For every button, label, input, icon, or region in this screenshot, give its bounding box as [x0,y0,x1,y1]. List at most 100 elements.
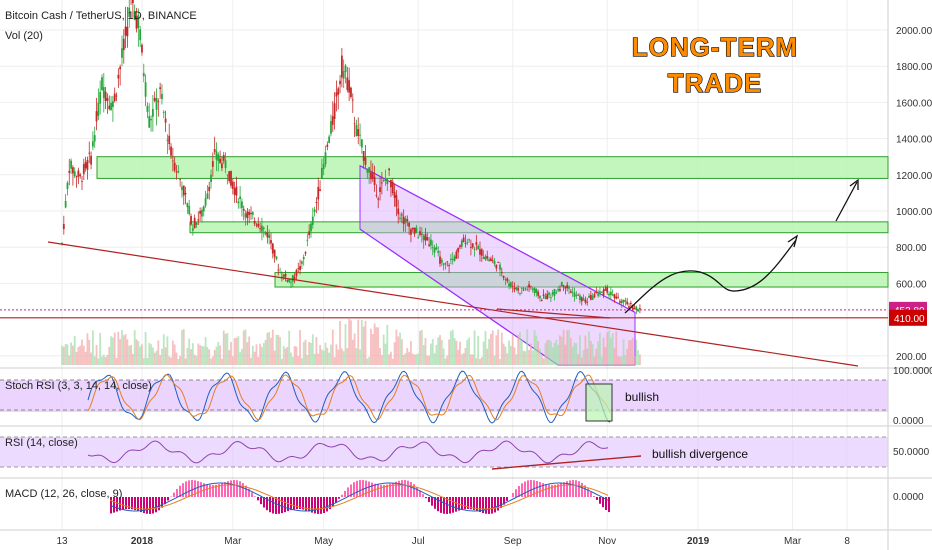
macd-histogram-bar [587,488,589,497]
volume-bar [428,355,431,365]
volume-bar [571,346,574,365]
candle-body [473,248,476,250]
time-tick-label: 2018 [131,536,154,547]
candle-body [502,275,505,278]
candle-body [426,237,429,241]
candle-body [188,205,191,215]
candle-body [431,246,434,248]
volume-bar [537,341,540,365]
candle-body [79,174,82,177]
volume-bar [215,346,218,365]
volume-bar [566,330,569,365]
candle-body [368,167,371,173]
candle-body [489,258,492,262]
macd-histogram-bar [554,484,556,497]
volume-bar [128,345,131,365]
symbol-title[interactable]: Bitcoin Cash / TetherUS, 1D, BINANCE [5,10,197,22]
candle-body [101,77,103,91]
candle-body [386,179,389,185]
candle-body [479,249,481,255]
macd-histogram-bar [389,483,391,497]
candle-body [91,141,94,147]
volume-bar [81,339,83,365]
macd-histogram-bar [590,492,592,497]
candle-body [564,286,567,289]
macd-title[interactable]: MACD (12, 26, close, 9) [5,488,122,500]
volume-bar [464,347,467,365]
candle-body [128,7,131,18]
volume-bar [253,351,256,365]
candle-body [293,276,296,280]
volume-bar [248,336,251,365]
candle-body [182,185,185,196]
volume-bar [188,338,191,365]
price-axis[interactable]: 2000.00 1800.00 1600.00 1400.00 1200.00 1000.… [889,26,932,503]
volume-bar [315,336,318,365]
volume-bar [319,344,321,365]
support-resistance-zones [96,156,889,288]
candle-body [273,249,276,257]
volume-bar [64,344,67,365]
macd-histogram-bar [467,497,469,510]
candle-body [331,116,334,125]
macd-histogram-bar [155,497,157,513]
volume-bar [310,342,312,365]
macd-histogram-bar [206,484,208,497]
volume-bar [393,342,396,365]
macd-histogram-bar [311,497,313,513]
candle-body [215,151,218,160]
macd-histogram-bar [503,497,505,505]
volume-bar [271,329,274,365]
volume-bar [620,355,623,365]
volume-bar [88,339,91,365]
volume-bar [311,334,314,365]
time-axis[interactable]: 13 2018 Mar May Jul Sep Nov 2019 Mar 8 [56,536,850,547]
macd-histogram-bar [362,480,364,497]
volume-label[interactable]: Vol (20) [5,30,43,42]
volume-bar [562,329,565,365]
macd-histogram-bar [398,480,400,497]
candle-body [619,301,621,303]
candle-body [617,296,620,298]
candle-body [284,273,287,277]
candle-body [231,181,234,189]
candle-body [566,284,569,289]
candle-body [170,146,172,156]
volume-bar [535,335,538,365]
volume-bar [377,327,380,365]
volume-bar [622,339,625,365]
candle-body [388,168,391,171]
volume-bar [239,352,242,365]
volume-bar [270,337,272,365]
macd-histogram-bar [233,480,235,497]
volume-bar [217,341,220,365]
volume-bar [110,336,112,365]
volume-bar [520,339,523,365]
rsi-title[interactable]: RSI (14, close) [5,437,78,449]
macd-histogram-bar [320,497,322,514]
candle-body [144,82,147,97]
stoch-rsi-title[interactable]: Stoch RSI (3, 3, 14, 14, close) [5,380,152,392]
candle-body [557,289,560,291]
candle-body [339,80,341,85]
candle-body [171,160,174,162]
volume-bar [231,356,234,365]
candle-body [400,214,403,216]
candle-body [239,196,242,200]
volume-bar [139,346,142,365]
candle-body [146,105,149,112]
price-tick-label: 1200.00 [896,171,932,182]
macd-histogram-bar [191,480,193,497]
candle-body [230,170,232,186]
volume-bar [379,348,381,365]
volume-bar [402,354,405,365]
candle-body [246,211,249,219]
candle-body [455,251,458,259]
volume-bar [615,331,618,365]
macd-histogram-bar [275,497,277,514]
candle-body [253,220,256,224]
macd-histogram-bar [434,497,436,509]
candle-body [415,227,418,233]
macd-tick-0: 0.0000 [893,492,924,503]
